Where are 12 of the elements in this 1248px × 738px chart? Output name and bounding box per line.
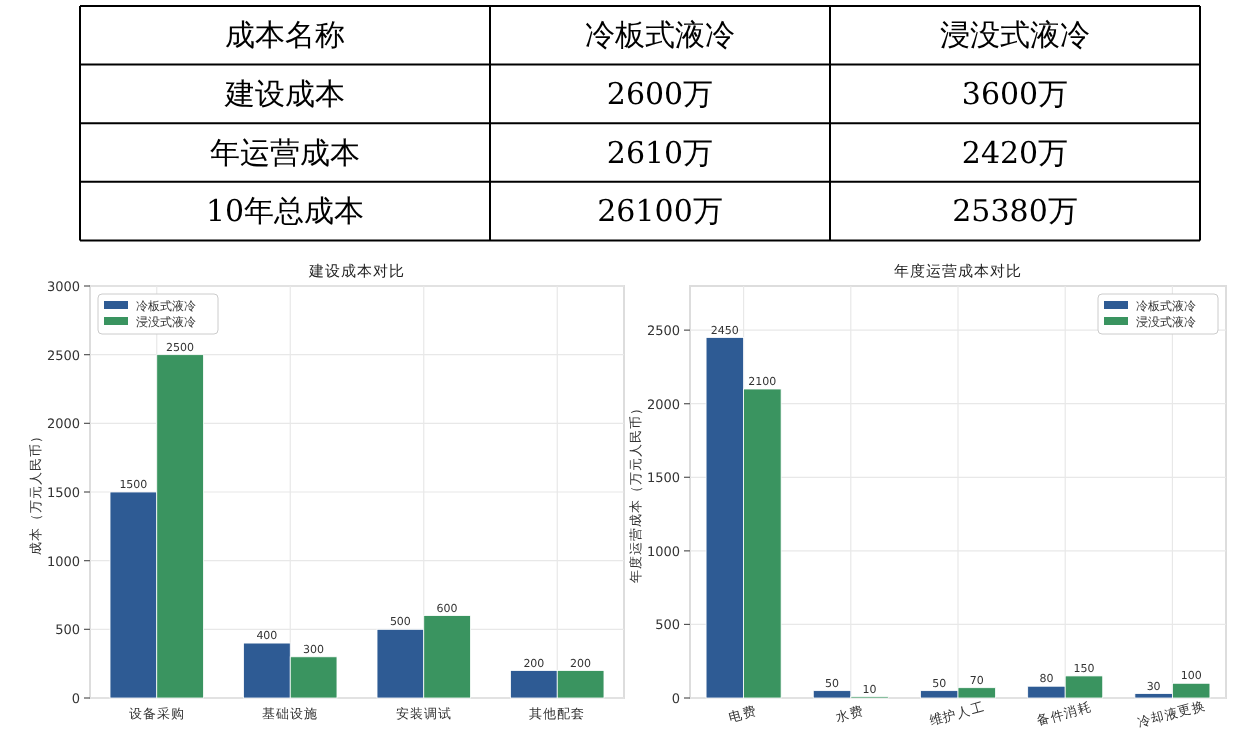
text: 成本名称 bbox=[225, 17, 345, 54]
text: 2610万 bbox=[606, 134, 714, 171]
text: 2420万 bbox=[961, 134, 1069, 171]
text: 25380万 bbox=[952, 193, 1078, 230]
text: 10年总成本 bbox=[205, 193, 365, 230]
text: 浸没式液冷 bbox=[940, 17, 1090, 54]
text: 冷板式液冷 bbox=[585, 17, 735, 54]
text: 建设成本 bbox=[223, 75, 345, 112]
text: 3600万 bbox=[961, 75, 1069, 112]
text: 年运营成本 bbox=[210, 134, 360, 171]
text: 26100万 bbox=[597, 193, 723, 230]
text: 2600万 bbox=[606, 75, 714, 112]
